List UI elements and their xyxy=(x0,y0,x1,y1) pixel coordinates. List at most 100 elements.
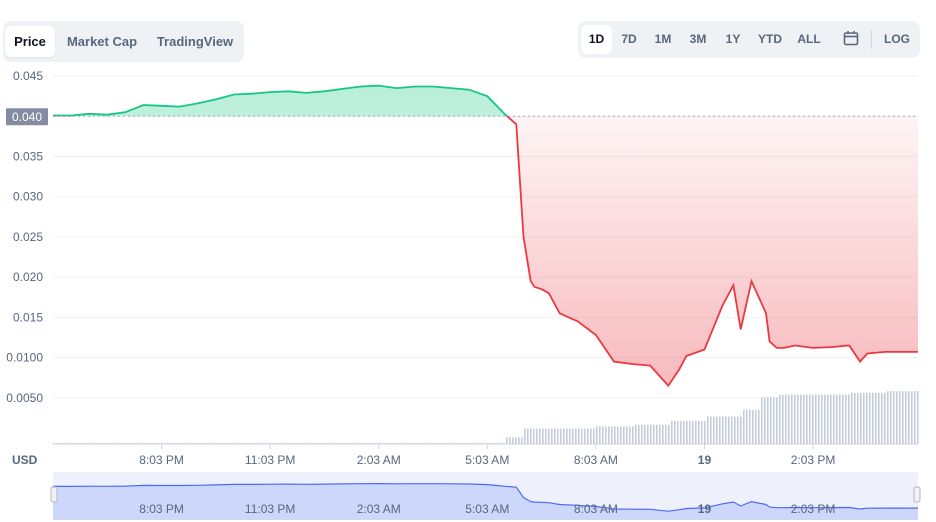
volume-bar xyxy=(713,416,715,444)
volume-bar xyxy=(533,428,535,444)
volume-bar xyxy=(248,442,250,444)
volume-bar xyxy=(617,426,619,444)
volume-bar xyxy=(683,420,685,444)
volume-bar xyxy=(674,420,676,444)
volume-bar xyxy=(152,442,154,444)
volume-bar xyxy=(197,442,199,444)
navigator-line xyxy=(53,482,918,512)
range-3m-button[interactable]: 3M xyxy=(689,32,707,46)
volume-bar xyxy=(176,442,178,444)
y-tick-label: 0.0050 xyxy=(6,391,43,405)
volume-bar xyxy=(212,442,214,444)
volume-bar xyxy=(209,442,211,444)
range-1m-button[interactable]: 1M xyxy=(654,32,672,46)
volume-bar xyxy=(560,428,562,444)
volume-bar xyxy=(647,424,649,444)
volume-bar xyxy=(596,426,598,444)
x-tick-label: 8:03 AM xyxy=(574,453,618,467)
y-tick-label: 0.020 xyxy=(13,270,43,284)
volume-bar xyxy=(170,442,172,444)
volume-bar xyxy=(434,442,436,444)
navigator-tick-label: 5:03 AM xyxy=(465,502,509,516)
volume-bar xyxy=(614,426,616,444)
volume-bar xyxy=(137,442,139,444)
volume-bar xyxy=(536,428,538,444)
volume-bar xyxy=(668,424,670,444)
volume-bar xyxy=(566,428,568,444)
volume-bar xyxy=(134,442,136,444)
volume-bar xyxy=(371,442,373,444)
volume-bar xyxy=(863,392,865,444)
volume-bar xyxy=(821,394,823,444)
volume-bar xyxy=(488,442,490,444)
volume-bar xyxy=(704,420,706,444)
volume-bar xyxy=(917,391,919,444)
volume-bar xyxy=(500,442,502,444)
volume-bar xyxy=(455,442,457,444)
volume-bar xyxy=(95,442,97,444)
volume-bar xyxy=(788,394,790,444)
log-scale-button[interactable]: LOG xyxy=(884,32,910,46)
volume-bar xyxy=(542,428,544,444)
reference-price-badge xyxy=(6,108,48,126)
range-7d-button[interactable]: 7D xyxy=(621,32,637,46)
volume-bar xyxy=(503,442,505,444)
volume-bar xyxy=(746,409,748,444)
volume-bar xyxy=(599,426,601,444)
volume-bar xyxy=(275,442,277,444)
volume-bar xyxy=(881,392,883,444)
volume-bar xyxy=(890,391,892,444)
volume-bar xyxy=(239,442,241,444)
volume-bar xyxy=(656,424,658,444)
volume-bar xyxy=(98,442,100,444)
range-1y-button[interactable]: 1Y xyxy=(725,32,741,46)
volume-bar xyxy=(770,397,772,444)
volume-bar xyxy=(308,442,310,444)
volume-bar xyxy=(122,442,124,444)
volume-bar xyxy=(431,442,433,444)
navigator-left-handle[interactable] xyxy=(50,486,58,503)
volume-bar xyxy=(530,428,532,444)
y-tick-label: 0.035 xyxy=(13,149,43,163)
volume-bar xyxy=(416,442,418,444)
volume-bar xyxy=(575,428,577,444)
volume-bar xyxy=(221,442,223,444)
volume-bar xyxy=(395,442,397,444)
volume-bar xyxy=(875,392,877,444)
volume-bar xyxy=(311,442,313,444)
volume-bar xyxy=(272,442,274,444)
volume-bar xyxy=(878,392,880,444)
chart-mode-tabs: Price Market Cap TradingView xyxy=(3,21,244,62)
volume-bar xyxy=(548,428,550,444)
volume-bar xyxy=(269,442,271,444)
volume-bar xyxy=(659,424,661,444)
y-tick-label: 0.030 xyxy=(13,190,43,204)
volume-bar xyxy=(437,442,439,444)
volume-bar xyxy=(113,442,115,444)
volume-bar xyxy=(497,442,499,444)
volume-bar xyxy=(866,392,868,444)
volume-bar xyxy=(512,437,514,444)
range-ytd-button[interactable]: YTD xyxy=(758,32,782,46)
tab-price[interactable]: Price xyxy=(5,26,55,57)
navigator-tick-label: 8:03 AM xyxy=(574,502,618,516)
range-1d-button[interactable]: 1D xyxy=(581,25,612,54)
tab-market-cap[interactable]: Market Cap xyxy=(66,34,138,49)
volume-bar xyxy=(200,442,202,444)
volume-bar xyxy=(869,392,871,444)
volume-bar xyxy=(146,442,148,444)
volume-bar xyxy=(164,442,166,444)
volume-bar xyxy=(665,424,667,444)
volume-bar xyxy=(707,416,709,444)
volume-bar xyxy=(293,442,295,444)
navigator-tick-label: 19 xyxy=(698,502,712,516)
calendar-button[interactable] xyxy=(836,25,866,54)
volume-bar xyxy=(638,424,640,444)
volume-bar xyxy=(728,416,730,444)
volume-bar xyxy=(626,426,628,444)
volume-bar xyxy=(464,442,466,444)
navigator-right-handle[interactable] xyxy=(913,486,921,503)
tab-tradingview[interactable]: TradingView xyxy=(156,34,234,49)
range-all-button[interactable]: ALL xyxy=(797,32,821,46)
